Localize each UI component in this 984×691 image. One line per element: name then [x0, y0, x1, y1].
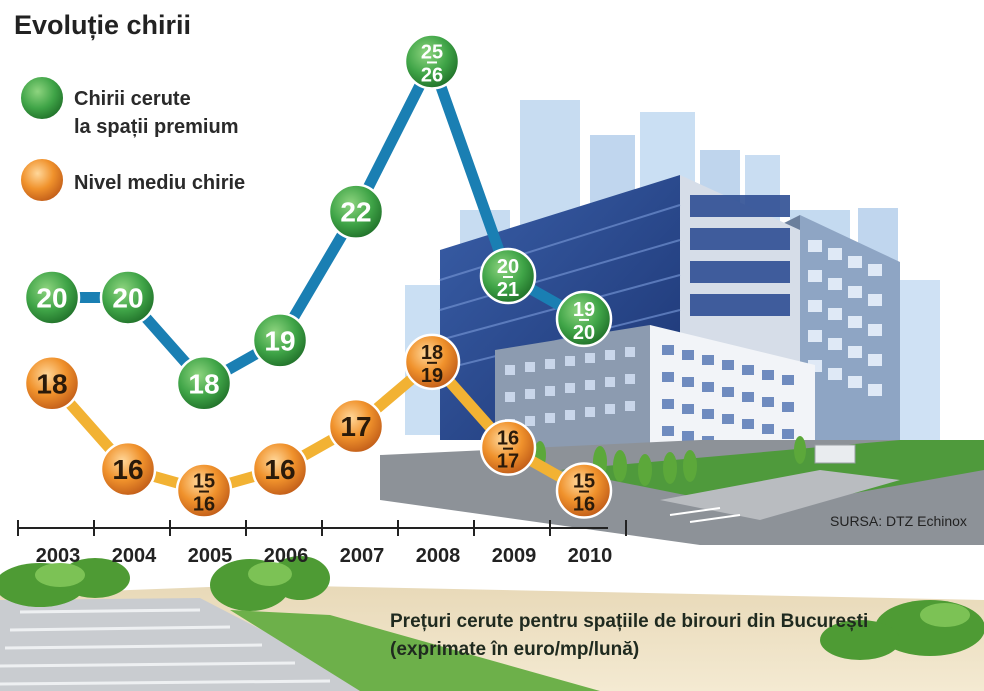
data-label-premium-low: 25 — [421, 41, 443, 63]
data-label-average: 16 — [264, 454, 295, 485]
legend: Chirii cerute la spații premium Nivel me… — [19, 75, 245, 203]
data-point-premium — [99, 269, 157, 326]
data-point-premium — [251, 312, 309, 369]
data-point-average — [23, 355, 81, 412]
data-label-average: 17 — [340, 411, 371, 442]
data-point-premium — [23, 269, 81, 326]
legend-label-premium-line1: Chirii cerute — [74, 88, 191, 110]
data-label-average-high: 16 — [193, 494, 215, 516]
data-label-premium-low: 20 — [497, 256, 519, 278]
x-axis: 2003 2004 2005 2006 2007 2008 2009 2010 — [17, 520, 627, 567]
data-label-premium-high: 21 — [497, 279, 519, 301]
data-label-average: 16 — [112, 454, 143, 485]
data-label-average-low: 16 — [497, 428, 519, 450]
legend-swatch-average — [19, 157, 65, 203]
data-point-average — [327, 397, 385, 455]
data-point-average — [251, 440, 309, 498]
caption-line-1: Prețuri cerute pentru spațiile de birour… — [390, 611, 868, 632]
x-tick-label-2005: 2005 — [188, 545, 233, 567]
city-illustration — [0, 100, 984, 691]
data-label-premium-low: 19 — [573, 299, 595, 321]
data-point-premium — [327, 183, 385, 240]
data-label-premium: 19 — [264, 325, 295, 356]
x-tick-label-2008: 2008 — [416, 545, 461, 567]
data-point-average — [99, 440, 157, 498]
data-point-premium — [175, 355, 233, 412]
caption-line-2: (exprimate în euro/mp/lună) — [390, 639, 639, 660]
data-label-premium: 20 — [36, 282, 67, 313]
x-tick-label-2010: 2010 — [568, 545, 613, 567]
x-tick-label-2009: 2009 — [492, 545, 537, 567]
legend-swatch-premium — [19, 75, 65, 121]
data-label-average-low: 15 — [193, 471, 215, 493]
x-tick-label-2007: 2007 — [340, 545, 385, 567]
x-tick-label-2004: 2004 — [112, 545, 157, 567]
data-label-premium: 22 — [340, 197, 371, 228]
x-tick-label-2003: 2003 — [36, 545, 81, 567]
data-label-average-low: 15 — [573, 471, 595, 493]
data-label-average-high: 17 — [497, 451, 519, 473]
legend-label-average: Nivel mediu chirie — [74, 172, 245, 194]
data-label-premium: 20 — [112, 282, 143, 313]
data-label-average-low: 18 — [421, 342, 443, 364]
data-label-premium: 18 — [188, 368, 219, 399]
legend-label-premium-line2: la spații premium — [74, 116, 239, 138]
data-label-premium-high: 26 — [421, 64, 443, 86]
source-note: SURSA: DTZ Echinox — [830, 513, 967, 529]
x-tick-label-2006: 2006 — [264, 545, 309, 567]
chart-title: Evoluție chirii — [14, 10, 191, 40]
data-label-premium-high: 20 — [573, 322, 595, 344]
data-label-average-high: 16 — [573, 494, 595, 516]
data-label-average: 18 — [36, 368, 67, 399]
data-label-average-high: 19 — [421, 365, 443, 387]
